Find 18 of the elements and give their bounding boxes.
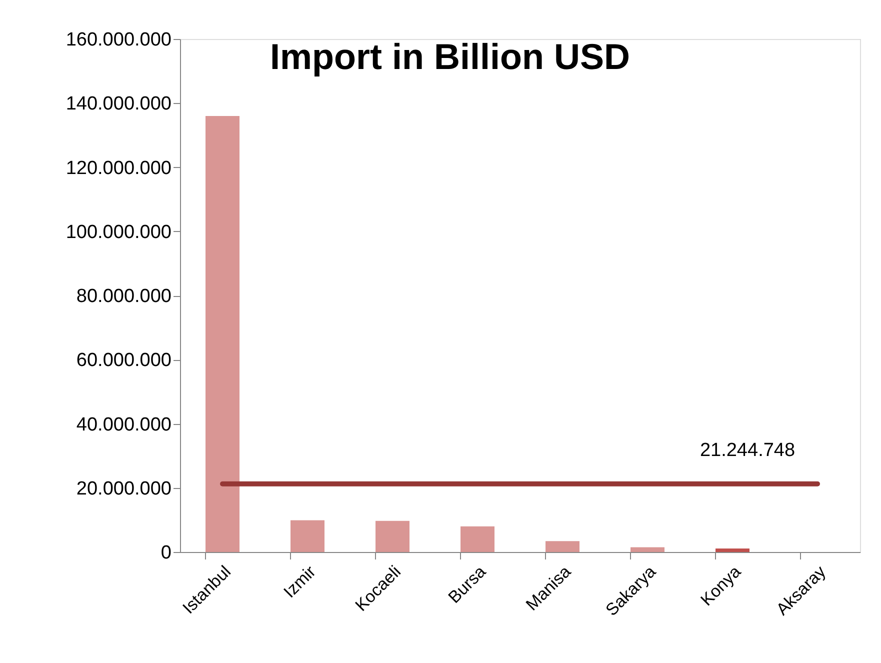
bar [546,541,580,552]
y-tick-label: 0 [160,542,172,564]
y-tick-label: 100.000.000 [66,222,172,243]
bar [460,526,494,552]
y-tick-label: 60.000.000 [76,350,172,372]
y-tick-label: 40.000.000 [76,414,172,436]
y-tick-label: 20.000.000 [76,478,172,500]
bar [630,547,664,552]
y-tick-label: 160.000.000 [66,30,172,50]
ref-line-label: 21.244.748 [700,440,796,461]
bar [716,548,750,552]
y-tick-label: 80.000.000 [76,286,172,307]
y-tick-label: 120.000.000 [66,158,172,179]
y-tick-label: 140.000.000 [66,94,172,115]
chart-title: Import in Billion USD [270,36,630,77]
bar [376,520,410,552]
bar [206,116,240,552]
bar [290,520,324,552]
